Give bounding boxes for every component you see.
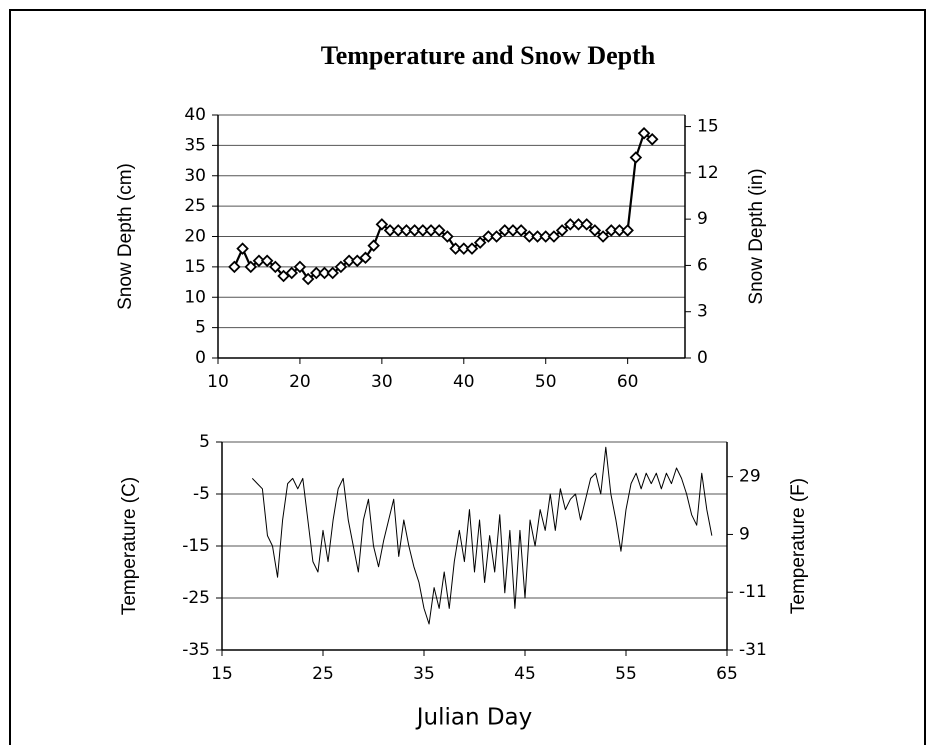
marker: [441, 230, 454, 243]
x-tick-label: 25: [312, 664, 334, 684]
y2-tick-label: 0: [697, 348, 708, 368]
marker: [523, 230, 536, 243]
marker: [449, 242, 462, 255]
marker: [490, 230, 503, 243]
marker: [506, 224, 520, 237]
y-tick-label: -25: [182, 588, 210, 608]
marker: [383, 224, 397, 237]
marker: [391, 224, 405, 237]
y-tick-label: 40: [184, 105, 206, 125]
x-tick-label: 55: [615, 664, 637, 684]
marker: [252, 254, 266, 268]
y2-tick-label: 29: [739, 467, 761, 487]
marker: [613, 224, 626, 237]
marker: [359, 251, 372, 265]
marker: [564, 218, 577, 231]
y2-axis-label: Temperature (F): [788, 478, 809, 614]
marker: [629, 151, 643, 164]
marker: [588, 224, 602, 237]
marker: [408, 224, 421, 237]
marker: [269, 260, 282, 274]
y-axis-label: Snow Depth (cm): [115, 163, 136, 310]
y2-tick-label: 9: [739, 524, 750, 544]
marker: [367, 239, 380, 252]
y2-tick-label: -31: [739, 640, 767, 660]
marker: [424, 224, 438, 237]
y-tick-label: 25: [184, 196, 206, 216]
y-tick-label: 30: [184, 166, 206, 186]
marker: [236, 242, 249, 255]
x-axis-label: Julian Day: [415, 705, 533, 731]
marker: [465, 242, 479, 255]
x-tick-label: 20: [289, 372, 311, 392]
data-line: [251, 446, 713, 625]
y-tick-label: 35: [184, 135, 206, 155]
marker: [342, 254, 356, 268]
y-tick-label: 0: [195, 348, 206, 368]
marker: [334, 260, 348, 274]
y-axis-label: Temperature (C): [119, 477, 140, 615]
y-tick-label: 10: [184, 287, 206, 307]
x-tick-label: 15: [211, 664, 233, 684]
y2-axis-label: Snow Depth (in): [746, 168, 767, 304]
marker: [293, 260, 307, 274]
marker: [580, 218, 593, 231]
y-tick-label: 15: [184, 257, 206, 277]
marker: [416, 224, 430, 237]
marker: [637, 126, 651, 140]
marker: [457, 242, 471, 255]
x-tick-label: 65: [716, 664, 738, 684]
y-tick-label: -15: [182, 536, 210, 556]
marker: [596, 230, 610, 243]
marker: [555, 224, 569, 237]
marker: [400, 224, 413, 237]
y2-tick-label: 9: [697, 209, 708, 229]
marker: [498, 224, 512, 237]
marker: [228, 260, 241, 274]
marker: [260, 254, 274, 268]
marker: [375, 218, 389, 231]
marker: [473, 236, 487, 249]
marker: [482, 230, 495, 243]
x-tick-label: 35: [413, 664, 435, 684]
y2-tick-label: -11: [739, 582, 767, 602]
y-tick-label: -5: [193, 484, 210, 504]
x-tick-label: 10: [207, 372, 229, 392]
frame: [9, 9, 926, 745]
chart-title: Temperature and Snow Depth: [321, 41, 656, 70]
x-tick-label: 60: [617, 372, 639, 392]
marker: [621, 224, 634, 237]
marker: [572, 218, 585, 231]
marker: [310, 266, 323, 280]
y2-tick-label: 6: [697, 255, 708, 275]
x-tick-label: 50: [535, 372, 557, 392]
y2-tick-label: 15: [697, 117, 719, 137]
marker: [539, 230, 552, 243]
marker: [432, 224, 446, 237]
marker: [645, 133, 659, 146]
marker: [547, 230, 561, 243]
marker: [244, 260, 258, 274]
marker: [604, 224, 618, 237]
marker: [531, 230, 544, 243]
y-tick-label: 20: [184, 227, 206, 247]
x-tick-label: 40: [453, 372, 475, 392]
y-tick-label: 5: [199, 432, 210, 452]
y2-tick-label: 12: [697, 163, 719, 183]
y2-tick-label: 3: [697, 302, 708, 322]
marker: [318, 266, 331, 280]
marker: [514, 224, 528, 237]
marker: [301, 272, 315, 286]
marker: [285, 266, 299, 280]
y-tick-label: -35: [182, 640, 210, 660]
x-tick-label: 30: [371, 372, 393, 392]
y-tick-label: 5: [195, 318, 206, 338]
x-tick-label: 45: [514, 664, 536, 684]
marker: [326, 266, 339, 280]
